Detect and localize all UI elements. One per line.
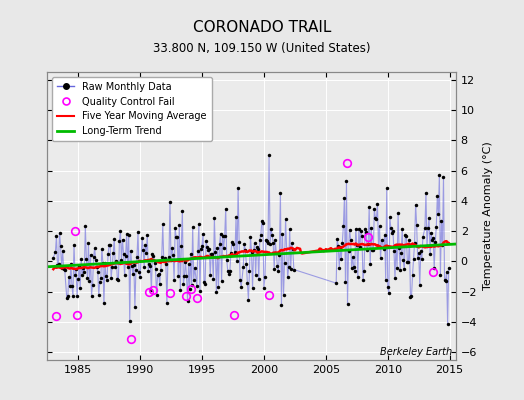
Text: Berkeley Earth: Berkeley Earth	[380, 347, 452, 357]
Y-axis label: Temperature Anomaly (°C): Temperature Anomaly (°C)	[483, 142, 493, 290]
Text: 33.800 N, 109.150 W (United States): 33.800 N, 109.150 W (United States)	[153, 42, 371, 55]
Text: CORONADO TRAIL: CORONADO TRAIL	[193, 20, 331, 35]
Legend: Raw Monthly Data, Quality Control Fail, Five Year Moving Average, Long-Term Tren: Raw Monthly Data, Quality Control Fail, …	[52, 77, 212, 141]
